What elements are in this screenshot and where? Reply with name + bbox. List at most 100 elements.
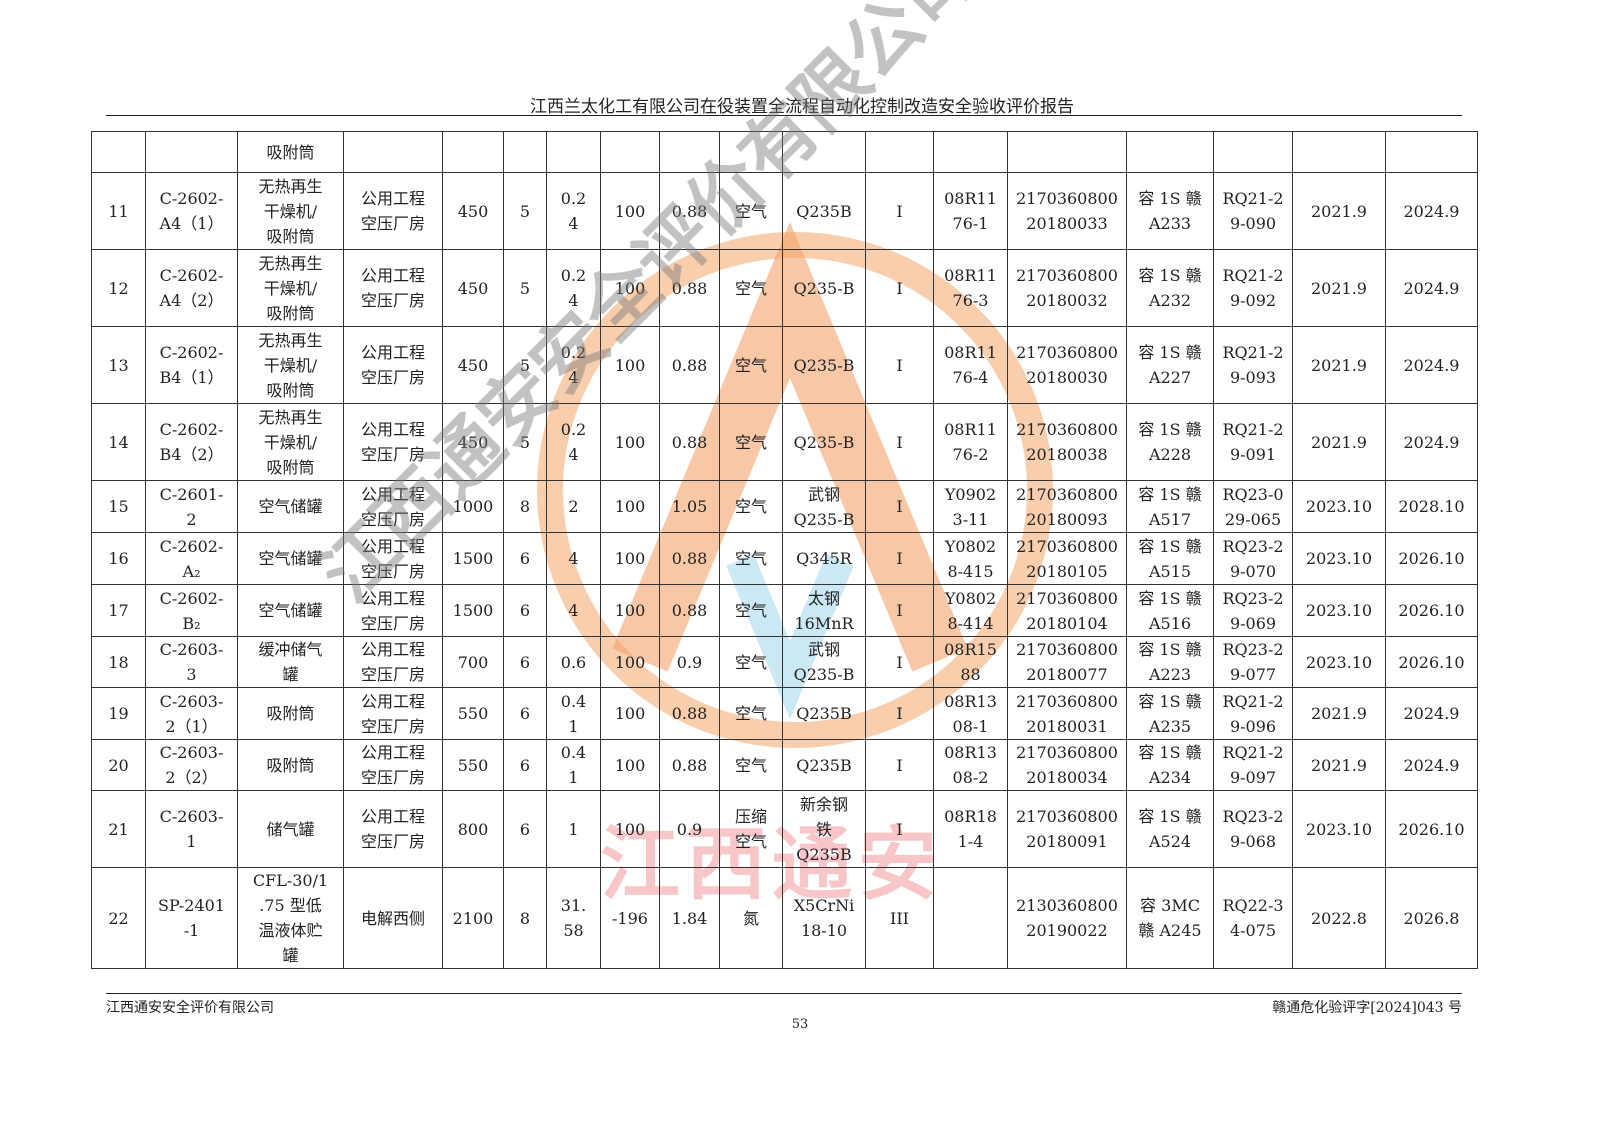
table-cell: 14 [91, 403, 146, 481]
table-cell: RQ22-3 4-075 [1213, 867, 1293, 969]
table-cell: I [865, 326, 934, 404]
table-cell: 0.2 4 [546, 249, 601, 327]
table-cell: 公用工程 空压厂房 [343, 172, 443, 250]
table-cell: 6 [503, 636, 547, 688]
table-row: 17 C-2602- B₂ 空气储罐 公用工程 空压厂房 1500 6 4 100 0.88 空气… [91, 584, 1478, 637]
table-cell: 2024.9 [1385, 172, 1478, 250]
table-cell: 08R11 76-1 [933, 172, 1008, 250]
table-cell: Q235-B [782, 403, 866, 481]
table-cell: 无热再生 干燥机/ 吸附筒 [237, 403, 344, 481]
table-cell: C-2601- 2 [145, 480, 238, 533]
table-cell: 空气 [719, 172, 783, 250]
table-cell: 公用工程 空压厂房 [343, 480, 443, 533]
table-cell: Q235-B [782, 326, 866, 404]
table-cell: I [865, 636, 934, 688]
table-cell: III [865, 867, 934, 969]
table-cell: 5 [503, 172, 547, 250]
table-cell: 20 [91, 739, 146, 791]
table-cell: 2021.9 [1292, 249, 1386, 327]
table-cell: 6 [503, 532, 547, 585]
table-cell: C-2603- 3 [145, 636, 238, 688]
table-cell: 2028.10 [1385, 480, 1478, 533]
table-cell: 1000 [442, 480, 504, 533]
table-cell: I [865, 480, 934, 533]
table-cell: -196 [600, 867, 660, 969]
table-cell: 容 1S 赣 A516 [1126, 584, 1214, 637]
table-cell: 公用工程 空压厂房 [343, 326, 443, 404]
table-cell: 2170360800 20180038 [1007, 403, 1127, 481]
table-cell: 0.88 [659, 326, 720, 404]
table-cell: 18 [91, 636, 146, 688]
table-cell: 0.88 [659, 687, 720, 740]
table-cell: 100 [600, 790, 660, 868]
table-cell: 2170360800 20180105 [1007, 532, 1127, 585]
table-cell: RQ21-2 9-090 [1213, 172, 1293, 250]
table-cell [91, 131, 146, 173]
table-row: 19 C-2603- 2（1） 吸附筒 公用工程 空压厂房 550 6 0.4 1 100 0.… [91, 687, 1478, 740]
table-cell: I [865, 532, 934, 585]
table-cell: RQ23-2 9-070 [1213, 532, 1293, 585]
table-cell: SP-2401 -1 [145, 867, 238, 969]
table-cell: 31. 58 [546, 867, 601, 969]
table-cell: 0.88 [659, 532, 720, 585]
table-cell: 08R13 08-1 [933, 687, 1008, 740]
table-cell: 吸附筒 [237, 739, 344, 791]
table-row: 16 C-2602- A₂ 空气储罐 公用工程 空压厂房 1500 6 4 100 0.88 空气… [91, 532, 1478, 585]
table-cell: 19 [91, 687, 146, 740]
table-cell: C-2602- B4（2） [145, 403, 238, 481]
table-cell: 太钢 16MnR [782, 584, 866, 637]
table-cell [442, 131, 504, 173]
table-cell: RQ21-2 9-096 [1213, 687, 1293, 740]
page-number: 53 [791, 1017, 809, 1032]
table-cell: RQ21-2 9-092 [1213, 249, 1293, 327]
table-cell: 2026.10 [1385, 584, 1478, 637]
table-cell: I [865, 739, 934, 791]
footer-company: 江西通安安全评价有限公司 [106, 1000, 274, 1016]
table-cell: 空气 [719, 326, 783, 404]
table-cell: 0.2 4 [546, 326, 601, 404]
table-cell: C-2603- 2（1） [145, 687, 238, 740]
table-cell: 08R11 76-4 [933, 326, 1008, 404]
table-cell: 2170360800 20180031 [1007, 687, 1127, 740]
table-cell: 容 1S 赣 A524 [1126, 790, 1214, 868]
table-cell: 2021.9 [1292, 687, 1386, 740]
table-cell: 2022.8 [1292, 867, 1386, 969]
table-cell: 11 [91, 172, 146, 250]
table-cell: 公用工程 空压厂房 [343, 790, 443, 868]
table-cell: C-2602- A₂ [145, 532, 238, 585]
table-row: 12 C-2602- A4（2） 无热再生 干燥机/ 吸附筒 公用工程 空压厂房 450… [91, 249, 1478, 327]
table-cell: 容 3MC 赣 A245 [1126, 867, 1214, 969]
table-cell: 容 1S 赣 A234 [1126, 739, 1214, 791]
table-cell: 100 [600, 480, 660, 533]
table-cell: C-2603- 1 [145, 790, 238, 868]
table-cell: 电解西侧 [343, 867, 443, 969]
table-cell: 2170360800 20180034 [1007, 739, 1127, 791]
table-cell: 100 [600, 532, 660, 585]
table-cell: 21 [91, 790, 146, 868]
table-cell: 公用工程 空压厂房 [343, 249, 443, 327]
table-cell: I [865, 687, 934, 740]
table-cell: 450 [442, 326, 504, 404]
table-cell: 2021.9 [1292, 326, 1386, 404]
table-cell: CFL-30/1 .75 型低 温液体贮 罐 [237, 867, 344, 969]
table-cell [719, 131, 783, 173]
table-cell: 2170360800 20180104 [1007, 584, 1127, 637]
table-cell: 550 [442, 739, 504, 791]
table-row: 吸附筒 [91, 131, 1478, 173]
table-cell: 2170360800 20180032 [1007, 249, 1127, 327]
table-cell: 2026.8 [1385, 867, 1478, 969]
table-cell: 0.88 [659, 172, 720, 250]
table-cell: 空气 [719, 480, 783, 533]
table-cell: 0.88 [659, 584, 720, 637]
table-cell: 6 [503, 687, 547, 740]
table-cell: 100 [600, 739, 660, 791]
table-cell: 无热再生 干燥机/ 吸附筒 [237, 326, 344, 404]
table-cell: 吸附筒 [237, 687, 344, 740]
table-row: 22 SP-2401 -1 CFL-30/1 .75 型低 温液体贮 罐电解西侧 21… [91, 867, 1478, 969]
table-cell: 22 [91, 867, 146, 969]
table-cell: I [865, 249, 934, 327]
table-cell: RQ21-2 9-097 [1213, 739, 1293, 791]
table-cell [933, 131, 1008, 173]
table-cell: Q235B [782, 172, 866, 250]
table-cell: 100 [600, 636, 660, 688]
